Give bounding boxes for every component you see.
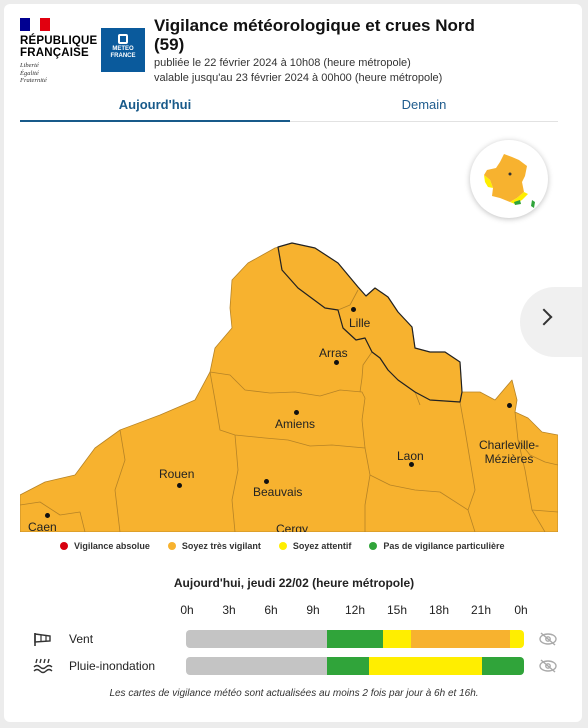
city-label: Laon	[397, 449, 424, 463]
vigilance-segment-yellow	[383, 630, 412, 648]
page-title: Vigilance météorologique et crues Nord (…	[154, 16, 475, 54]
vigilance-segment-green	[481, 657, 524, 675]
legend-item: Soyez attentif	[278, 541, 351, 551]
vigilance-segment-past	[186, 657, 327, 675]
hour-label: 9h	[306, 603, 320, 617]
city-label: Beauvais	[253, 485, 303, 499]
rf-name: RÉPUBLIQUE FRANÇAISE	[20, 35, 98, 59]
vigilance-segment-yellow	[369, 657, 482, 675]
hour-label: 18h	[428, 603, 450, 617]
published-date: publiée le 22 février 2024 à 10h08 (heur…	[154, 57, 411, 69]
city-label: Rouen	[159, 467, 195, 481]
update-note: Les cartes de vigilance météo sont actua…	[109, 688, 479, 699]
vigilance-segment-green	[326, 630, 384, 648]
legend-item: Pas de vigilance particulière	[369, 541, 504, 551]
hour-label: 6h	[264, 603, 278, 617]
publication-info: publiée le 22 février 2024 à 10h08 (heur…	[154, 56, 442, 86]
france-map-icon	[484, 154, 535, 208]
hour-label: 15h	[386, 603, 408, 617]
vigilance-segment-past	[186, 630, 327, 648]
vigilance-segment-yellow	[509, 630, 524, 648]
timeline-title: Aujourd'hui, jeudi 22/02 (heure métropol…	[173, 576, 415, 590]
meteo-france-mark-icon	[118, 34, 128, 44]
hour-label: 0h	[514, 603, 528, 617]
vigilance-segment-green	[326, 657, 370, 675]
city-label: Charleville-Mézières	[478, 438, 540, 466]
hour-label: 3h	[222, 603, 236, 617]
valid-until-date: valable jusqu'au 23 février 2024 à 00h00…	[154, 72, 443, 84]
rf-motto: Liberté Égalité Fraternité	[20, 62, 47, 84]
map-legend: Vigilance absolue Soyez très vigilant So…	[60, 541, 522, 551]
tab-tomorrow[interactable]: Demain	[401, 97, 447, 112]
city-label: Caen	[28, 520, 57, 532]
meteo-france-logo: METEO FRANCE	[101, 28, 145, 72]
vigilance-map[interactable]: Lille Arras Amiens Rouen Beauvais Laon C…	[20, 130, 558, 532]
wind-timeline-bar	[186, 630, 524, 648]
hidden-eye-icon[interactable]	[539, 632, 557, 646]
row-label-wind: Vent	[69, 632, 94, 646]
french-flag-icon	[20, 18, 50, 31]
city-label: Arras	[319, 346, 348, 360]
chevron-right-icon	[535, 308, 553, 326]
orange-dot-icon	[167, 542, 176, 550]
day-tabs: Aujourd'hui Demain	[20, 96, 558, 122]
yellow-dot-icon	[278, 542, 287, 550]
hidden-eye-icon[interactable]	[539, 659, 557, 673]
legend-item: Soyez très vigilant	[167, 541, 261, 551]
legend-item: Vigilance absolue	[60, 541, 150, 551]
rain-flood-icon	[33, 658, 53, 674]
rain-flood-timeline-bar	[186, 657, 524, 675]
france-minimap[interactable]	[470, 140, 548, 218]
vigilance-segment-orange	[411, 630, 510, 648]
hour-label: 12h	[344, 603, 366, 617]
row-label-rain-flood: Pluie-inondation	[69, 659, 156, 673]
city-label: Lille	[349, 316, 371, 330]
wind-icon	[33, 631, 53, 647]
next-map-button[interactable]	[520, 287, 582, 357]
red-dot-icon	[60, 542, 68, 550]
hour-label: 0h	[180, 603, 194, 617]
hour-label: 21h	[470, 603, 492, 617]
city-label: Amiens	[275, 417, 316, 431]
tab-today[interactable]: Aujourd'hui	[20, 96, 290, 122]
meteo-france-name: METEO FRANCE	[110, 46, 136, 59]
green-dot-icon	[369, 542, 378, 550]
city-label: Cergy	[276, 522, 309, 532]
republique-francaise-logo: RÉPUBLIQUE FRANÇAISE Liberté Égalité Fra…	[20, 18, 98, 85]
